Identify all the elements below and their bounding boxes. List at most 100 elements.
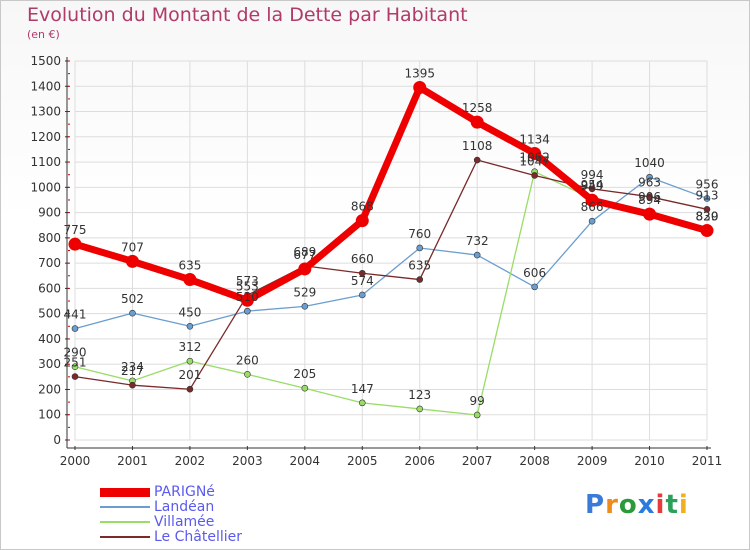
data-point (129, 309, 136, 317)
data-point (298, 262, 312, 276)
series-line (71, 84, 711, 304)
data-point (68, 237, 82, 251)
data-label: 290 (64, 346, 87, 360)
y-tick-labels: 0 100 200 300 400 500 600 700 800 900 1000 1100 1200… (30, 54, 61, 447)
data-point (71, 363, 79, 371)
data-point (244, 307, 251, 315)
data-label: 502 (121, 292, 144, 306)
data-label: 450 (178, 305, 201, 319)
data-point (416, 276, 424, 283)
legend-item: Landéan (100, 499, 300, 515)
data-label: 123 (408, 388, 431, 402)
chart-subtitle: (en €) (27, 28, 60, 41)
data-point (355, 214, 369, 228)
data-label: 775 (64, 223, 87, 237)
data-label: 573 (236, 274, 259, 288)
y-tick-label: 400 (38, 332, 61, 346)
data-point (301, 303, 309, 310)
legend-label: PARIGNé (154, 484, 215, 500)
y-tick-label: 800 (38, 231, 61, 245)
y-tick-label: 1400 (30, 79, 61, 93)
legend-label: Villamée (154, 514, 215, 530)
data-label: 956 (696, 177, 719, 191)
data-point (186, 357, 194, 365)
y-tick-label: 0 (53, 433, 61, 447)
data-point (703, 206, 711, 213)
series-points (68, 81, 714, 419)
data-label: 312 (178, 340, 201, 354)
data-point (183, 273, 197, 287)
x-tick-label: 2004 (290, 454, 321, 468)
data-label: 677 (293, 248, 316, 262)
x-tick-label: 2007 (462, 454, 493, 468)
data-label: 529 (293, 285, 316, 299)
data-label: 574 (351, 274, 374, 288)
data-point (473, 251, 481, 259)
proxiti-logo: Proxiti (585, 490, 689, 520)
legend-swatch (100, 536, 150, 538)
legend-item: Villamée (100, 514, 300, 530)
data-point (703, 195, 711, 202)
data-point (470, 115, 484, 129)
data-label: 553 (236, 279, 259, 293)
y-tick-label: 600 (38, 281, 61, 295)
data-label: 866 (581, 200, 604, 214)
data-label: 660 (351, 252, 374, 266)
data-point (646, 173, 653, 181)
data-label: 1395 (404, 67, 435, 81)
data-label: 830 (696, 209, 719, 223)
x-tick-label: 2000 (60, 454, 91, 468)
data-label: 760 (408, 227, 431, 241)
y-tick-label: 700 (38, 256, 61, 270)
data-labels: 775 707 635 553 677 868 1395 1258 1134 949 894 829 4… (64, 67, 719, 408)
x-tick-label: 2011 (692, 454, 723, 468)
data-point (646, 193, 653, 200)
data-label: 1134 (519, 132, 550, 146)
data-label: 217 (121, 364, 144, 378)
y-tick-label: 300 (38, 357, 61, 371)
data-label: 147 (351, 382, 374, 396)
y-tick-label: 100 (38, 408, 61, 422)
y-tick-label: 500 (38, 307, 61, 321)
x-tick-labels: 2000 2001 2002 2003 2004 2005 2006 2007 2008 2009… (60, 454, 723, 468)
data-point (643, 207, 657, 221)
legend-swatch (100, 521, 150, 523)
data-label: 260 (236, 353, 259, 367)
data-label: 894 (638, 193, 661, 207)
data-label: 1108 (462, 139, 493, 153)
legend-swatch (100, 487, 150, 497)
data-point (528, 146, 542, 160)
legend-item: Le Châtellier (100, 529, 300, 545)
data-label: 689 (293, 245, 316, 259)
data-point (416, 244, 424, 252)
data-label: 441 (64, 308, 87, 322)
x-tick-label: 2008 (519, 454, 550, 468)
y-tick-label: 1200 (30, 130, 61, 144)
data-label: 868 (351, 200, 374, 214)
data-label: 963 (638, 176, 661, 190)
data-label: 205 (293, 367, 316, 381)
data-point (531, 283, 538, 291)
data-point (71, 373, 79, 380)
y-tick-label: 1500 (30, 54, 61, 68)
data-label: 1062 (519, 151, 550, 165)
data-label: 913 (696, 188, 719, 202)
legend-label: Le Châtellier (154, 529, 242, 545)
data-point (473, 156, 481, 164)
y-tick-label: 1000 (30, 180, 61, 194)
data-point (416, 405, 424, 413)
series-line (74, 159, 708, 390)
grid-lines (74, 60, 708, 441)
data-label: 635 (178, 259, 201, 273)
data-label: 954 (581, 178, 604, 192)
x-tick-label: 2001 (117, 454, 148, 468)
data-point (186, 385, 194, 393)
axes (65, 57, 711, 450)
data-point (413, 81, 427, 95)
data-point (358, 291, 366, 299)
data-label: 635 (408, 259, 431, 273)
data-point (588, 217, 596, 225)
data-label: 994 (581, 168, 604, 182)
data-label: 707 (121, 240, 144, 254)
